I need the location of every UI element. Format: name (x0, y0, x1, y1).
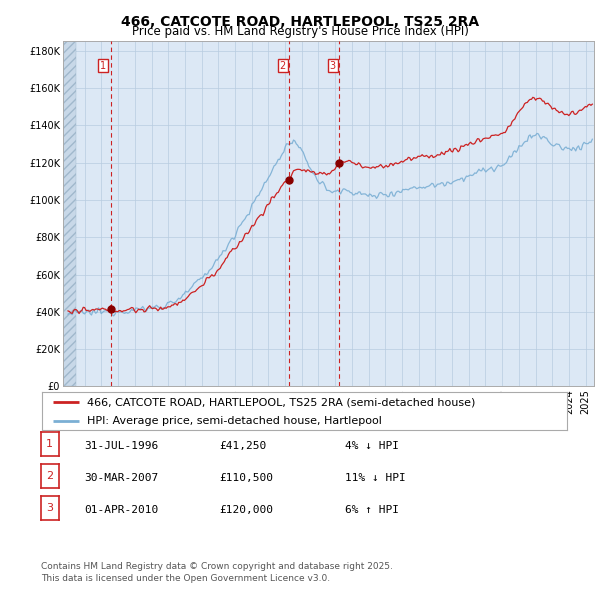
Text: 4% ↓ HPI: 4% ↓ HPI (345, 441, 399, 451)
Text: 3: 3 (329, 61, 336, 71)
Text: HPI: Average price, semi-detached house, Hartlepool: HPI: Average price, semi-detached house,… (86, 417, 382, 427)
Text: 1: 1 (100, 61, 106, 71)
Text: 3: 3 (46, 503, 53, 513)
Text: £110,500: £110,500 (219, 473, 273, 483)
Text: 6% ↑ HPI: 6% ↑ HPI (345, 505, 399, 514)
Text: 2: 2 (46, 471, 53, 481)
Text: 30-MAR-2007: 30-MAR-2007 (84, 473, 158, 483)
Text: 466, CATCOTE ROAD, HARTLEPOOL, TS25 2RA (semi-detached house): 466, CATCOTE ROAD, HARTLEPOOL, TS25 2RA … (86, 398, 475, 407)
Bar (63, 41, 76, 386)
Text: 1: 1 (46, 440, 53, 449)
Text: 466, CATCOTE ROAD, HARTLEPOOL, TS25 2RA: 466, CATCOTE ROAD, HARTLEPOOL, TS25 2RA (121, 15, 479, 30)
Text: £120,000: £120,000 (219, 505, 273, 514)
Text: £41,250: £41,250 (219, 441, 266, 451)
Bar (63, 41, 76, 386)
Text: 11% ↓ HPI: 11% ↓ HPI (345, 473, 406, 483)
Text: 31-JUL-1996: 31-JUL-1996 (84, 441, 158, 451)
Text: Price paid vs. HM Land Registry's House Price Index (HPI): Price paid vs. HM Land Registry's House … (131, 25, 469, 38)
Text: 01-APR-2010: 01-APR-2010 (84, 505, 158, 514)
Text: 2: 2 (280, 61, 286, 71)
Text: Contains HM Land Registry data © Crown copyright and database right 2025.
This d: Contains HM Land Registry data © Crown c… (41, 562, 392, 583)
